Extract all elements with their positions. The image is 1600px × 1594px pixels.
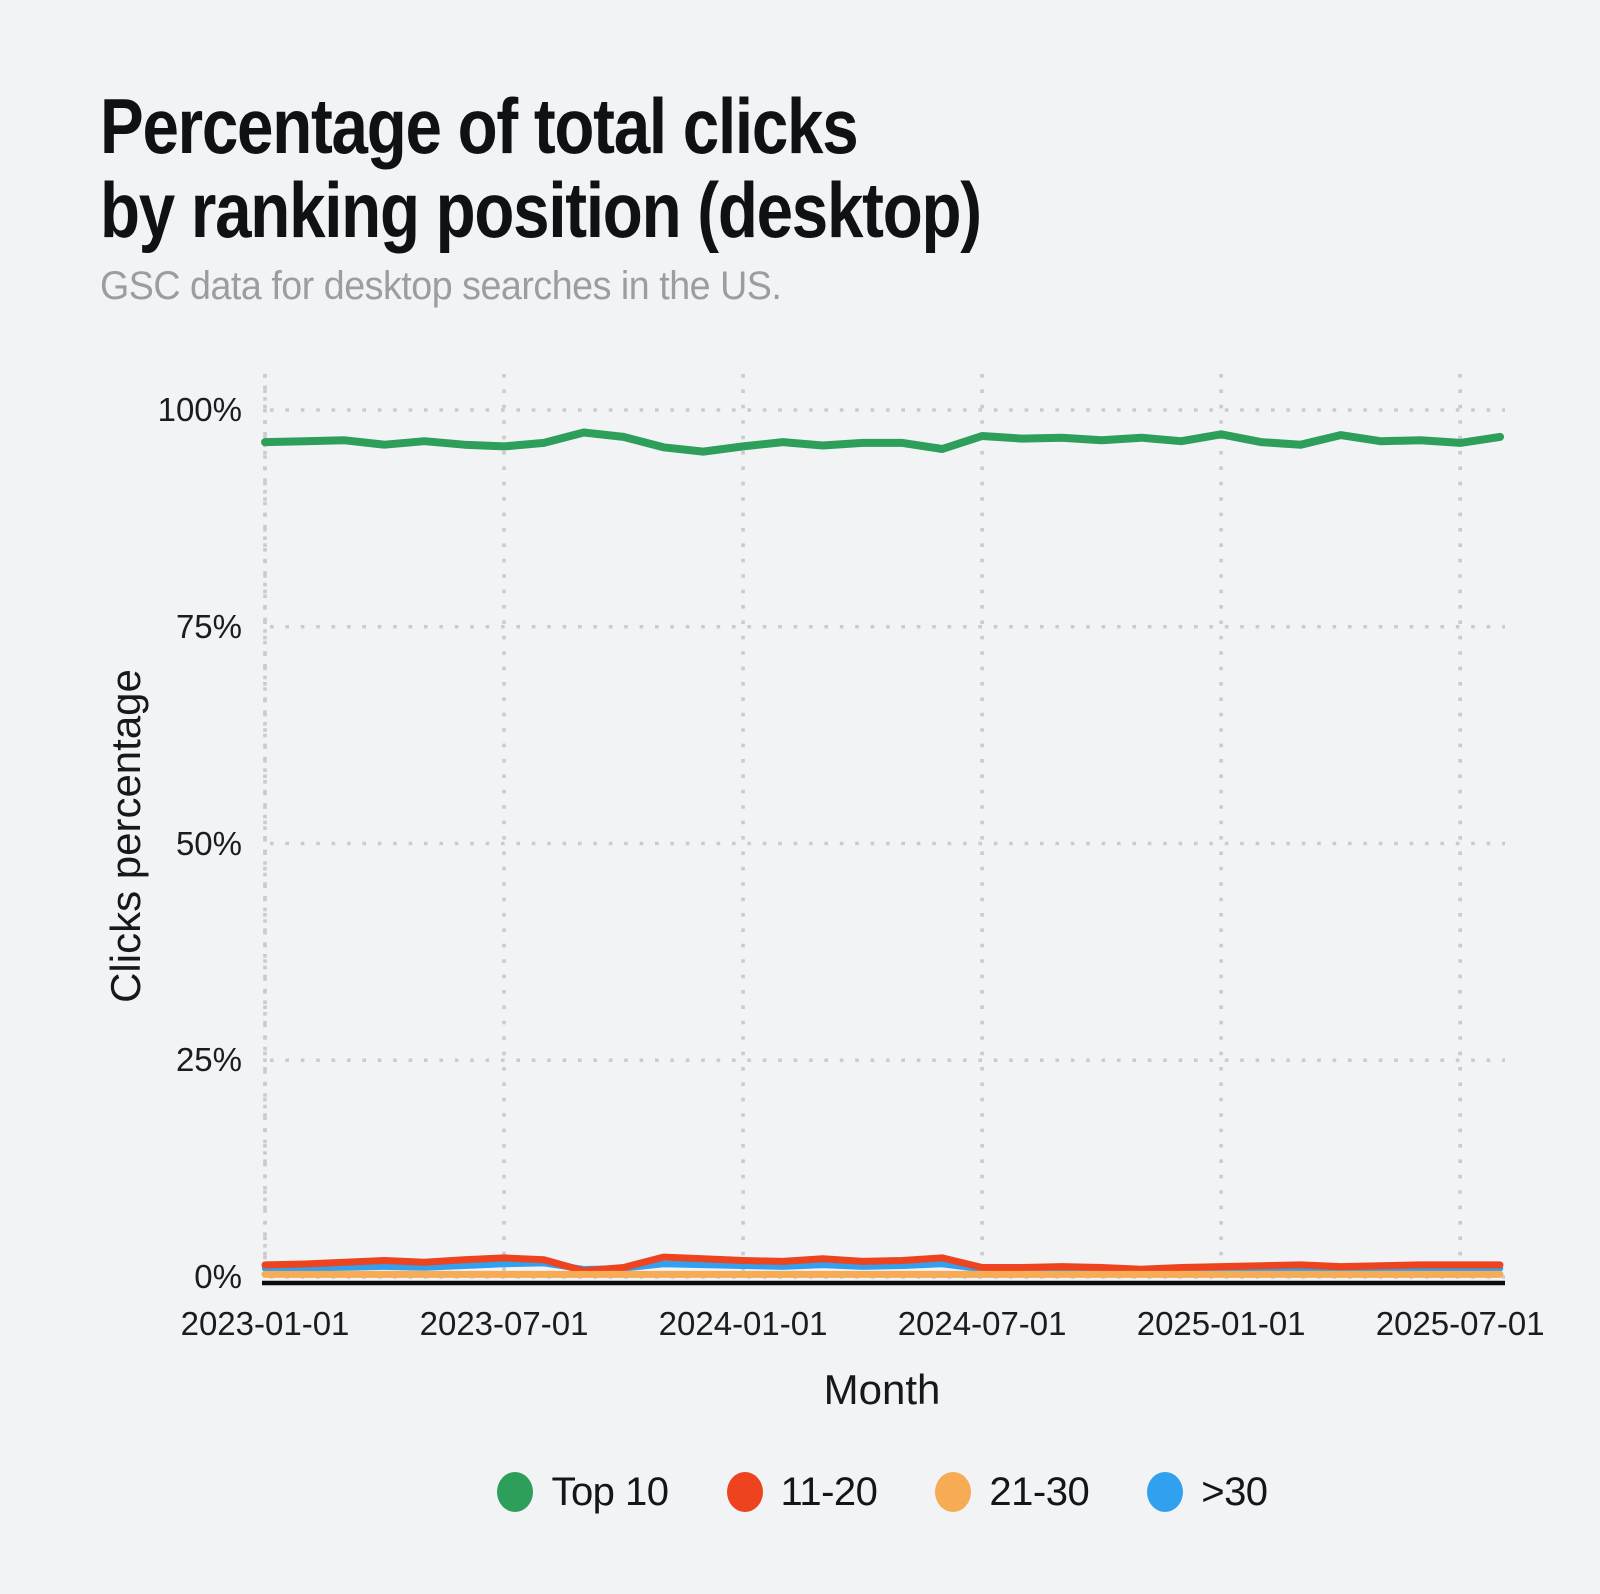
legend: Top 10 11-20 21-30 >30 <box>200 1462 1565 1522</box>
x-tick-label: 2025-07-01 <box>1375 1305 1545 1342</box>
legend-item-11-20: 11-20 <box>726 1469 878 1515</box>
x-tick-label: 2024-01-01 <box>658 1305 828 1342</box>
legend-label-gt-30: >30 <box>1201 1469 1268 1514</box>
legend-label-top-10: Top 10 <box>551 1469 669 1514</box>
legend-label-11-20: 11-20 <box>780 1469 878 1514</box>
x-axis-title: Month <box>823 1366 941 1413</box>
y-tick-label: 0% <box>194 1258 242 1295</box>
page-title-line1: Percentage of total clicks <box>100 82 859 170</box>
series-line-11-20 <box>261 1253 1504 1275</box>
legend-item-top-10: Top 10 <box>497 1469 669 1515</box>
x-tick-label: 2023-07-01 <box>419 1305 589 1342</box>
x-tick-label: 2023-01-01 <box>180 1305 350 1342</box>
legend-dot-top-10 <box>497 1472 534 1512</box>
x-tick-label: 2024-07-01 <box>897 1305 1067 1342</box>
x-tick-label: 2025-01-01 <box>1136 1305 1306 1342</box>
page-title-line2: by ranking position (desktop) <box>100 166 982 254</box>
legend-item-gt-30: >30 <box>1147 1469 1268 1515</box>
legend-dot-gt-30 <box>1147 1472 1184 1512</box>
y-axis-title: Clicks percentage <box>102 669 149 1003</box>
legend-label-21-30: 21-30 <box>989 1469 1090 1514</box>
y-tick-label: 50% <box>175 824 242 862</box>
page-title: Percentage of total clicks by ranking po… <box>100 82 982 254</box>
page-subtitle: GSC data for desktop searches in the US. <box>100 264 782 308</box>
y-tick-label: 100% <box>157 391 242 428</box>
series-line-top-10 <box>261 428 1504 456</box>
y-tick-label: 25% <box>175 1041 242 1079</box>
legend-dot-11-20 <box>726 1472 763 1512</box>
legend-item-21-30: 21-30 <box>935 1469 1090 1515</box>
y-tick-label: 75% <box>175 607 242 645</box>
legend-dot-21-30 <box>935 1472 972 1512</box>
